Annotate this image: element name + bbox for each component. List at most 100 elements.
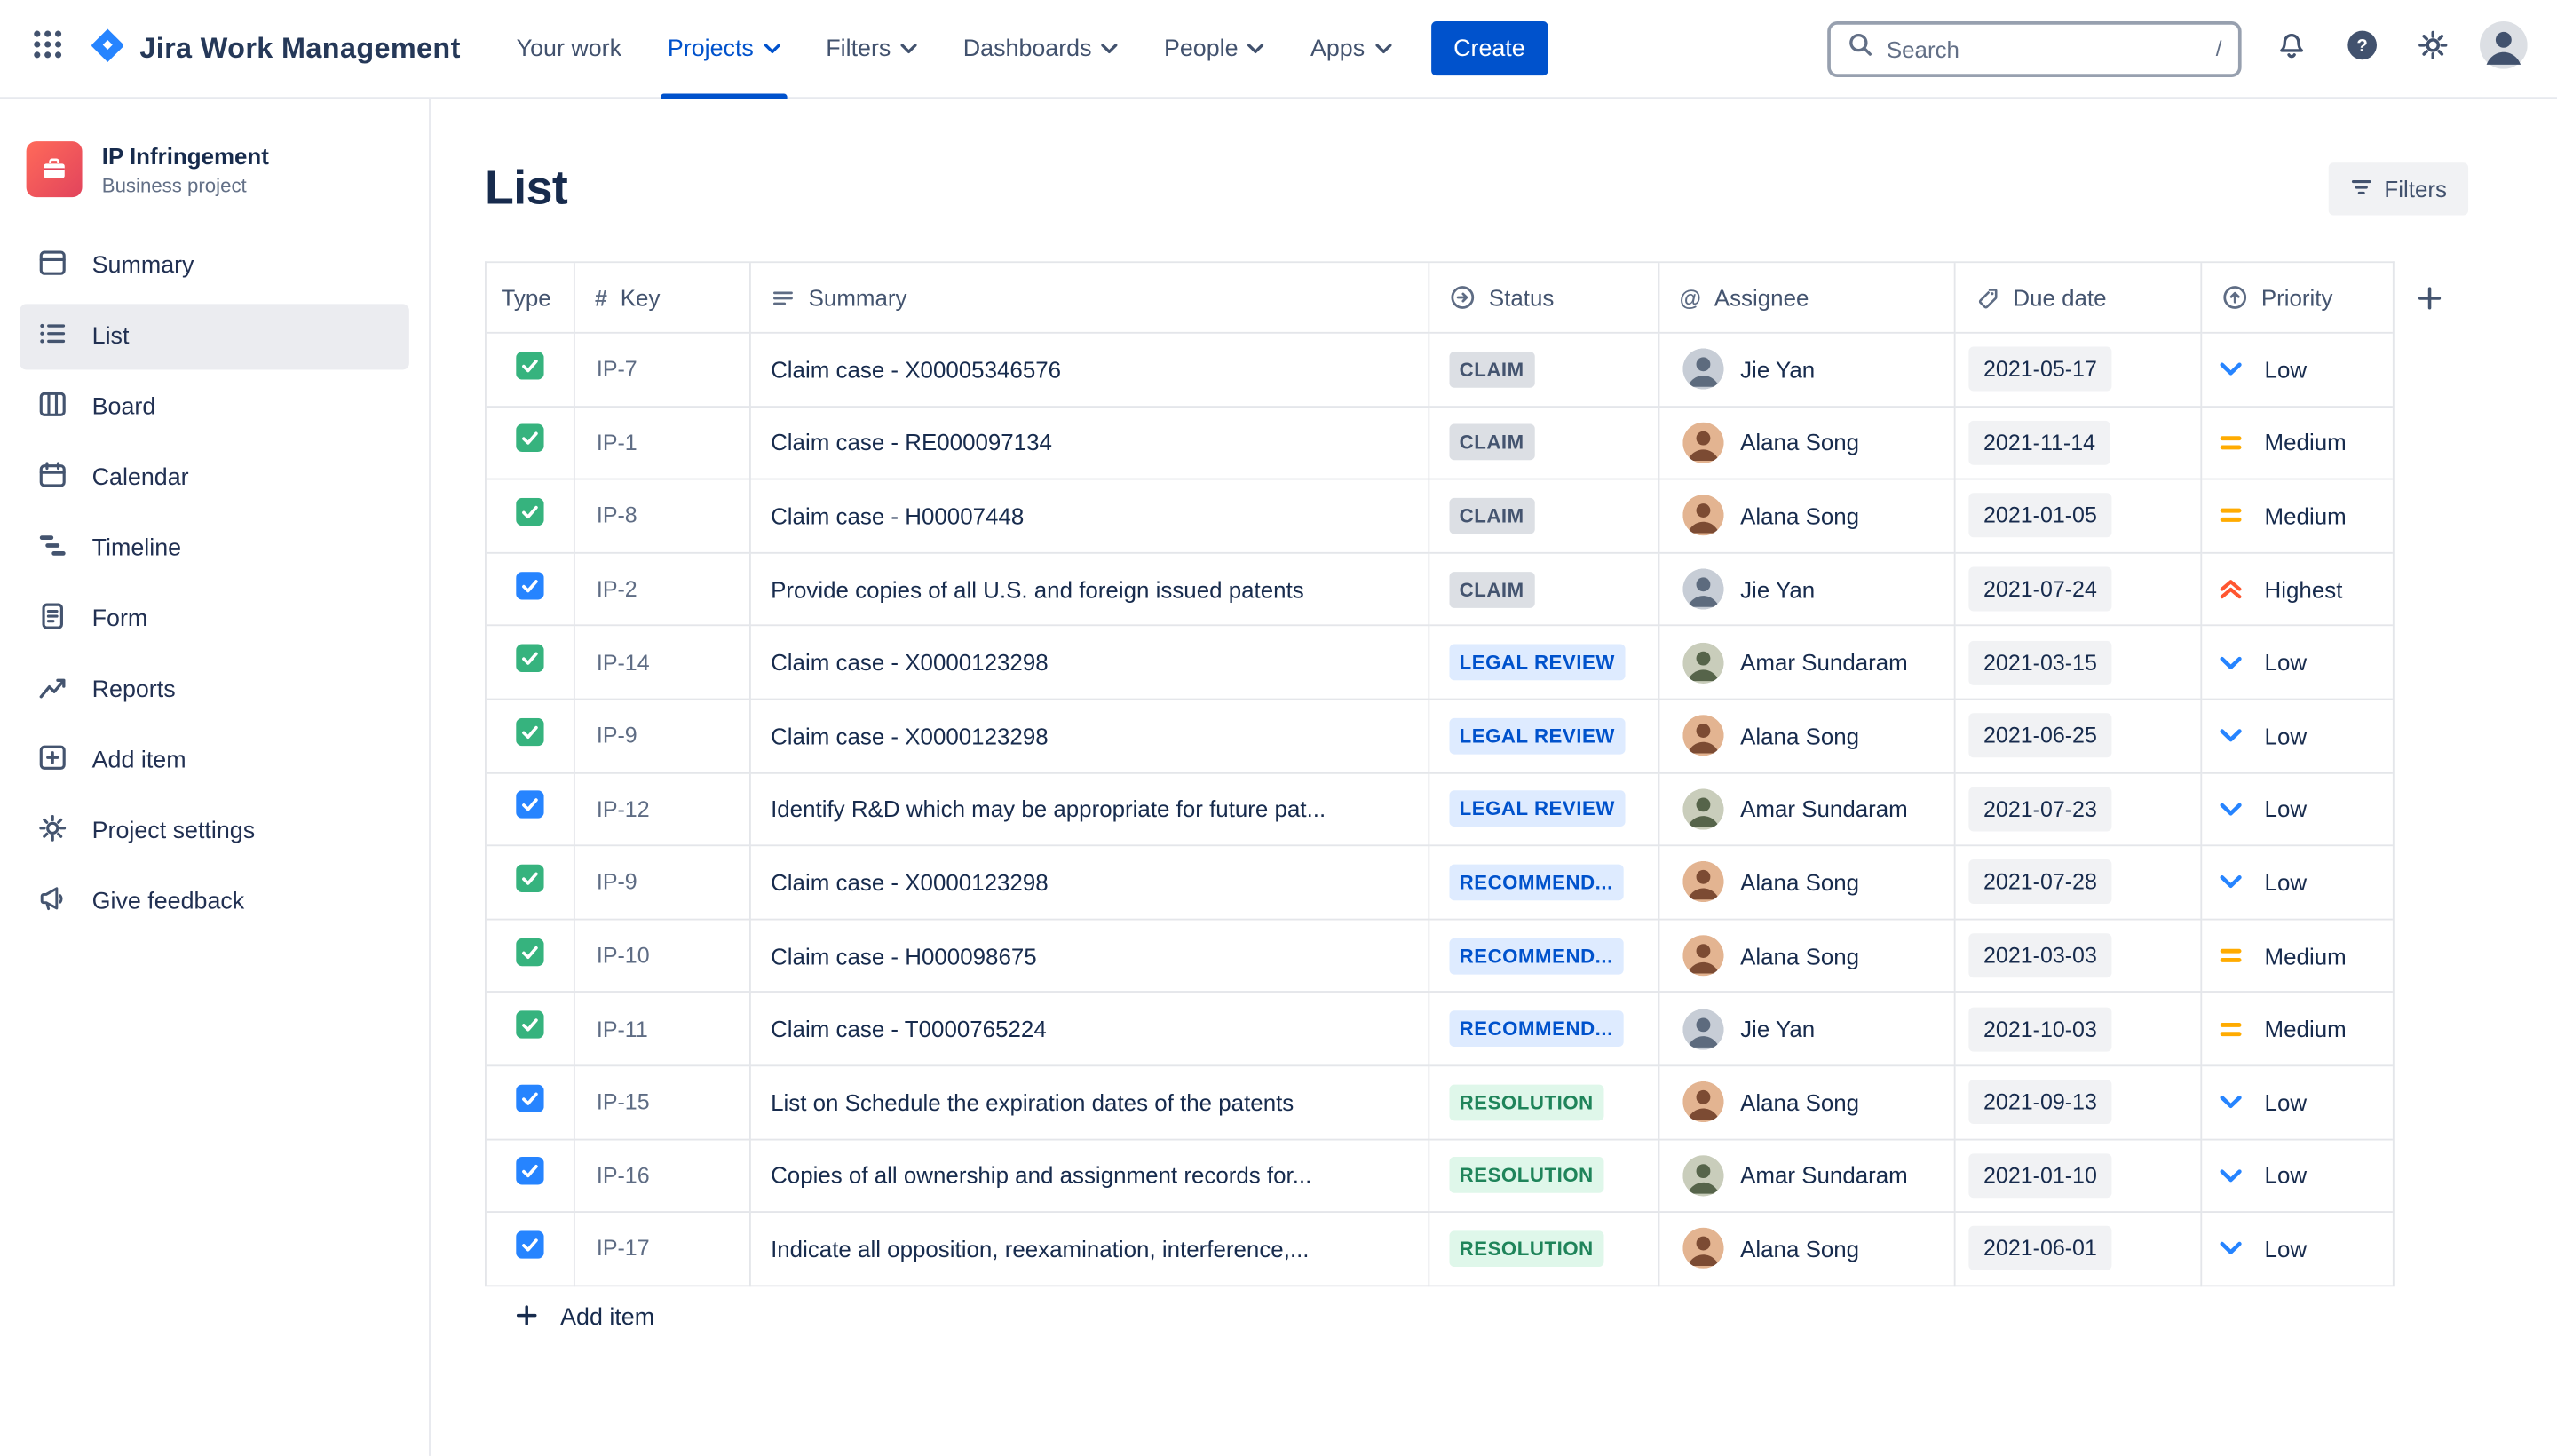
sidebar-item-form[interactable]: Form (20, 587, 409, 653)
nav-projects[interactable]: Projects (645, 0, 803, 99)
jira-home-link[interactable]: Jira Work Management (75, 26, 477, 72)
add-column-button[interactable] (2412, 281, 2447, 320)
status-badge[interactable]: CLAIM (1449, 424, 1534, 461)
table-row[interactable]: IP-14 Claim case - X0000123298 LEGAL REV… (486, 626, 2393, 700)
status-badge[interactable]: LEGAL REVIEW (1449, 790, 1626, 827)
status-badge[interactable]: RESOLUTION (1449, 1230, 1603, 1267)
status-badge[interactable]: RESOLUTION (1449, 1157, 1603, 1194)
column-header-type[interactable]: Type (486, 263, 575, 334)
column-header-priority[interactable]: Priority (2202, 263, 2393, 334)
due-date-chip[interactable]: 2021-05-17 (1968, 347, 2112, 392)
nav-dashboards[interactable]: Dashboards (940, 0, 1141, 98)
issue-summary[interactable]: Claim case - X0000123298 (771, 722, 1049, 749)
table-row[interactable]: IP-9 Claim case - X0000123298 LEGAL REVI… (486, 700, 2393, 773)
settings-button[interactable] (2411, 28, 2453, 70)
nav-your-work[interactable]: Your work (516, 35, 622, 62)
sidebar-item-add-item[interactable]: Add item (20, 728, 409, 794)
table-row[interactable]: IP-17 Indicate all opposition, reexamina… (486, 1213, 2393, 1286)
due-date-chip[interactable]: 2021-01-05 (1968, 494, 2112, 539)
issue-key[interactable]: IP-2 (596, 576, 637, 602)
due-date-chip[interactable]: 2021-09-13 (1968, 1080, 2112, 1125)
status-badge[interactable]: LEGAL REVIEW (1449, 717, 1626, 755)
issue-summary[interactable]: Copies of all ownership and assignment r… (771, 1162, 1312, 1189)
issue-key[interactable]: IP-17 (596, 1236, 650, 1262)
issue-summary[interactable]: Claim case - X0000123298 (771, 869, 1049, 896)
search-input[interactable] (1886, 35, 2203, 62)
table-row[interactable]: IP-15 List on Schedule the expiration da… (486, 1066, 2393, 1140)
issue-key[interactable]: IP-15 (596, 1089, 650, 1115)
table-row[interactable]: IP-7 Claim case - X00005346576 CLAIM Jie… (486, 333, 2393, 408)
status-badge[interactable]: RESOLUTION (1449, 1084, 1603, 1120)
table-row[interactable]: IP-8 Claim case - H00007448 CLAIM Alana … (486, 479, 2393, 554)
table-row[interactable]: IP-12 Identify R&D which may be appropri… (486, 772, 2393, 847)
status-badge[interactable]: RECOMMEND... (1449, 1010, 1623, 1048)
sidebar-item-board[interactable]: Board (20, 375, 409, 440)
status-badge[interactable]: CLAIM (1449, 497, 1534, 534)
sidebar-item-reports[interactable]: Reports (20, 657, 409, 723)
due-date-chip[interactable]: 2021-03-03 (1968, 933, 2112, 978)
sidebar-item-timeline[interactable]: Timeline (20, 516, 409, 582)
issue-key[interactable]: IP-12 (596, 796, 650, 822)
table-row[interactable]: IP-16 Copies of all ownership and assign… (486, 1139, 2393, 1214)
due-date-chip[interactable]: 2021-01-10 (1968, 1153, 2112, 1198)
due-date-chip[interactable]: 2021-06-25 (1968, 713, 2112, 758)
add-item-button[interactable]: Add item (485, 1302, 654, 1333)
issue-key[interactable]: IP-16 (596, 1163, 650, 1188)
due-date-chip[interactable]: 2021-03-15 (1968, 640, 2112, 685)
table-row[interactable]: IP-10 Claim case - H000098675 RECOMMEND.… (486, 920, 2393, 993)
create-button[interactable]: Create (1430, 21, 1548, 76)
notifications-button[interactable] (2269, 28, 2312, 70)
nav-apps[interactable]: Apps (1287, 0, 1414, 98)
issue-key[interactable]: IP-14 (596, 650, 650, 676)
table-row[interactable]: IP-11 Claim case - T0000765224 RECOMMEND… (486, 993, 2393, 1067)
status-badge[interactable]: RECOMMEND... (1449, 864, 1623, 901)
issue-summary[interactable]: Claim case - X0000123298 (771, 649, 1049, 677)
status-badge[interactable]: CLAIM (1449, 351, 1534, 388)
column-header-key[interactable]: # Key (574, 263, 751, 334)
table-row[interactable]: IP-1 Claim case - RE000097134 CLAIM Alan… (486, 407, 2393, 480)
table-row[interactable]: IP-2 Provide copies of all U.S. and fore… (486, 553, 2393, 627)
app-switcher-button[interactable] (20, 20, 75, 76)
issue-key[interactable]: IP-11 (596, 1017, 648, 1041)
issue-key[interactable]: IP-10 (596, 943, 650, 969)
column-header-summary[interactable]: Summary (750, 263, 1430, 334)
column-header-assignee[interactable]: @ Assignee (1659, 263, 1956, 334)
due-date-chip[interactable]: 2021-11-14 (1968, 420, 2110, 465)
issue-key[interactable]: IP-8 (596, 503, 637, 529)
column-header-status[interactable]: Status (1429, 263, 1660, 334)
issue-summary[interactable]: Identify R&D which may be appropriate fo… (771, 795, 1326, 823)
due-date-chip[interactable]: 2021-07-24 (1968, 566, 2112, 612)
issue-summary[interactable]: Claim case - X00005346576 (771, 356, 1062, 383)
issue-summary[interactable]: List on Schedule the expiration dates of… (771, 1088, 1294, 1116)
issue-summary[interactable]: Provide copies of all U.S. and foreign i… (771, 575, 1304, 603)
issue-key[interactable]: IP-7 (596, 357, 637, 382)
filters-button[interactable]: Filters (2328, 162, 2469, 216)
nav-people[interactable]: People (1141, 0, 1287, 98)
issue-summary[interactable]: Claim case - H00007448 (771, 502, 1025, 529)
due-date-chip[interactable]: 2021-10-03 (1968, 1006, 2112, 1051)
help-button[interactable]: ? (2340, 28, 2383, 70)
sidebar-item-calendar[interactable]: Calendar (20, 446, 409, 511)
nav-filters[interactable]: Filters (803, 0, 940, 98)
status-badge[interactable]: LEGAL REVIEW (1449, 644, 1626, 681)
issue-summary[interactable]: Claim case - RE000097134 (771, 429, 1052, 456)
sidebar-item-project-settings[interactable]: Project settings (20, 799, 409, 865)
issue-summary[interactable]: Claim case - T0000765224 (771, 1016, 1047, 1042)
issue-key[interactable]: IP-9 (596, 869, 637, 895)
status-badge[interactable]: CLAIM (1449, 571, 1534, 608)
status-badge[interactable]: RECOMMEND... (1449, 938, 1623, 974)
global-search[interactable]: / (1827, 20, 2242, 77)
due-date-chip[interactable]: 2021-07-23 (1968, 787, 2112, 832)
profile-button[interactable] (2479, 20, 2527, 70)
table-row[interactable]: IP-9 Claim case - X0000123298 RECOMMEND.… (486, 846, 2393, 921)
issue-summary[interactable]: Claim case - H000098675 (771, 942, 1037, 969)
due-date-chip[interactable]: 2021-06-01 (1968, 1226, 2112, 1271)
sidebar-item-give-feedback[interactable]: Give feedback (20, 869, 409, 935)
issue-summary[interactable]: Indicate all opposition, reexamination, … (771, 1235, 1310, 1262)
column-header-due-date[interactable]: Due date (1955, 263, 2203, 334)
sidebar-item-summary[interactable]: Summary (20, 233, 409, 299)
due-date-chip[interactable]: 2021-07-28 (1968, 859, 2112, 905)
sidebar-item-list[interactable]: List (20, 304, 409, 370)
issue-key[interactable]: IP-9 (596, 723, 637, 748)
issue-key[interactable]: IP-1 (596, 430, 637, 455)
